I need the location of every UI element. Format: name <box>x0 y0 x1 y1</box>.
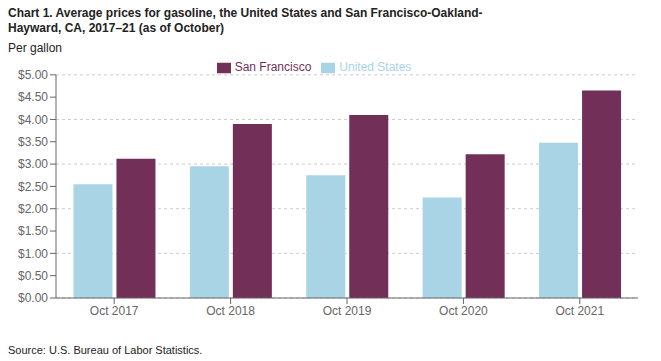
svg-text:$3.50: $3.50 <box>18 135 48 149</box>
html-text:San Francisco: San Francisco <box>234 60 312 74</box>
html-text:United States: United States <box>339 60 412 74</box>
svg-text:$1.00: $1.00 <box>18 247 48 261</box>
svg-text:Oct 2021: Oct 2021 <box>555 304 604 318</box>
svg-text:Oct 2019: Oct 2019 <box>323 304 372 318</box>
html-text:Chart 1. Average prices for ga: Chart 1. Average prices for gasoline, th… <box>8 6 483 20</box>
html-text:Per gallon: Per gallon <box>8 41 62 55</box>
svg-text:$0.50: $0.50 <box>18 269 48 283</box>
svg-text:$4.50: $4.50 <box>18 90 48 104</box>
svg-text:Oct 2017: Oct 2017 <box>90 304 139 318</box>
svg-text:Oct 2020: Oct 2020 <box>439 304 488 318</box>
svg-text:$0.00: $0.00 <box>18 291 48 305</box>
svg-text:$1.50: $1.50 <box>18 224 48 238</box>
svg-text:$3.00: $3.00 <box>18 157 48 171</box>
html-text:Source: U.S. Bureau of Labor S: Source: U.S. Bureau of Labor Statistics. <box>8 344 203 356</box>
svg-text:$2.50: $2.50 <box>18 180 48 194</box>
html-text:Hayward, CA, 2017–21 (as of Oc: Hayward, CA, 2017–21 (as of October) <box>8 21 225 35</box>
svg-text:Oct 2018: Oct 2018 <box>206 304 255 318</box>
svg-text:$2.00: $2.00 <box>18 202 48 216</box>
svg-text:$5.00: $5.00 <box>18 68 48 82</box>
svg-text:$4.00: $4.00 <box>18 113 48 127</box>
